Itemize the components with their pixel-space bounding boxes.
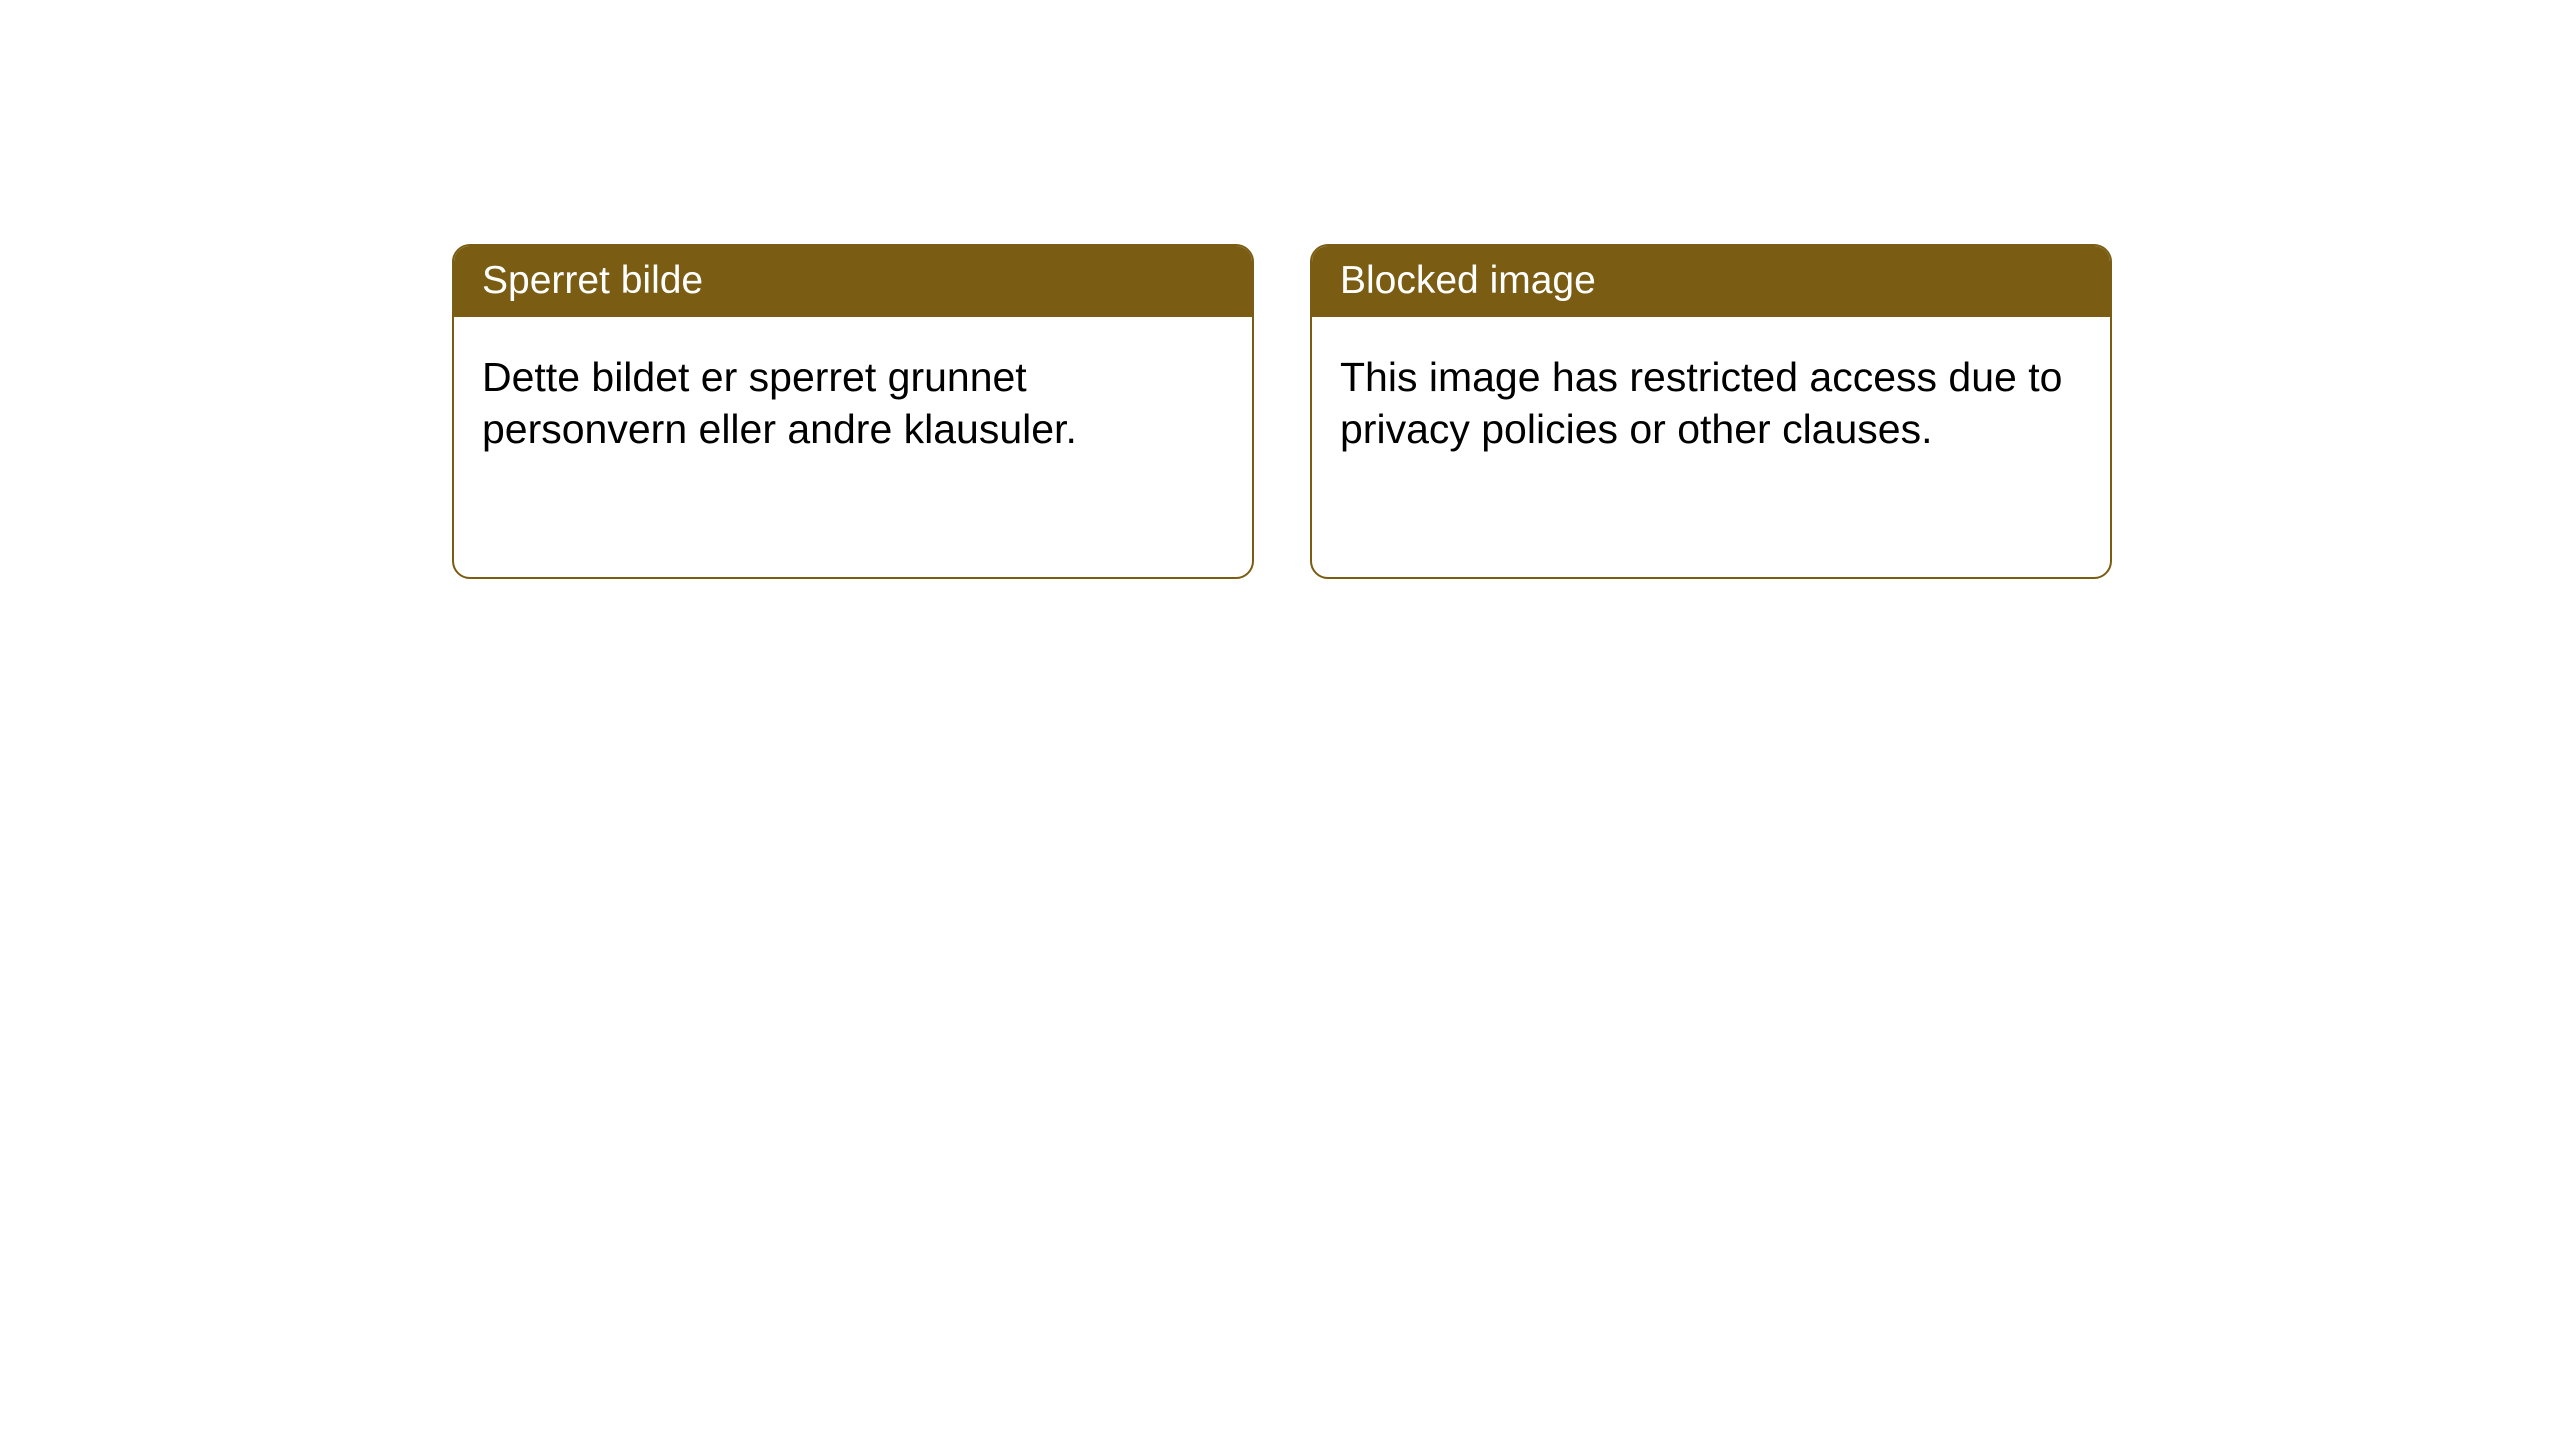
card-norwegian: Sperret bilde Dette bildet er sperret gr… [452, 244, 1254, 579]
card-header-norwegian: Sperret bilde [454, 246, 1252, 317]
card-text-norwegian: Dette bildet er sperret grunnet personve… [482, 354, 1077, 452]
card-title-norwegian: Sperret bilde [482, 259, 703, 302]
card-text-english: This image has restricted access due to … [1340, 354, 2062, 452]
card-body-english: This image has restricted access due to … [1312, 317, 2110, 490]
card-english: Blocked image This image has restricted … [1310, 244, 2112, 579]
card-header-english: Blocked image [1312, 246, 2110, 317]
card-body-norwegian: Dette bildet er sperret grunnet personve… [454, 317, 1252, 490]
card-title-english: Blocked image [1340, 259, 1596, 302]
cards-container: Sperret bilde Dette bildet er sperret gr… [452, 244, 2112, 579]
